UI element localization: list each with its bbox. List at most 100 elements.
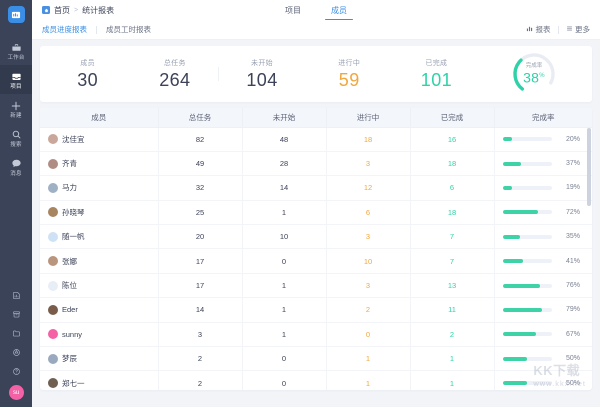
- sidebar-report-icon-button[interactable]: [0, 287, 32, 306]
- cell-not-started: 28: [242, 151, 327, 177]
- col-rate[interactable]: 完成率: [494, 108, 592, 128]
- rate-cell: 37%: [495, 160, 593, 167]
- table-row[interactable]: 沈佳宜 82 48 18 16 20%: [40, 127, 592, 152]
- cell-in-progress: 10: [326, 248, 411, 274]
- cell-in-progress: 3: [326, 224, 411, 250]
- table-row[interactable]: 马力 32 14 12 6 19%: [40, 175, 593, 201]
- cell-member: 齐青: [40, 151, 159, 177]
- col-member[interactable]: 成员: [40, 108, 159, 128]
- table-row[interactable]: 齐青 49 28 3 18 37%: [40, 151, 593, 177]
- member-cell: 齐青: [40, 158, 158, 169]
- member-name: sunny: [62, 329, 83, 339]
- stat-label: 成员: [80, 60, 95, 67]
- breadcrumb-current: 统计报表: [82, 5, 115, 15]
- cell-total: 82: [158, 127, 243, 152]
- cell-rate: 35%: [494, 224, 593, 250]
- cell-in-progress: 1: [326, 346, 411, 372]
- member-cell: 随一帆: [40, 231, 158, 242]
- member-avatar: [48, 134, 58, 145]
- cell-rate: 50%: [494, 370, 592, 390]
- cell-completed: 18: [410, 151, 495, 177]
- cell-member: Eder: [40, 297, 159, 323]
- left-sidebar: 工作台 项目 新建 搜索 消息: [0, 0, 32, 407]
- cell-not-started: 1: [242, 297, 327, 323]
- progress-bar: [502, 210, 552, 215]
- table-row[interactable]: 张娜 17 0 10 7 41%: [40, 248, 593, 274]
- subtab-member-hours-report[interactable]: 成员工时报表: [106, 24, 151, 34]
- table-scrollbar[interactable]: [587, 128, 591, 388]
- tab-member[interactable]: 成员: [325, 0, 353, 20]
- table-row[interactable]: 孙晓琴 25 1 6 18 72%: [40, 200, 592, 226]
- more-action-label: 更多: [575, 25, 590, 34]
- sidebar-item-new[interactable]: 新建: [0, 94, 32, 123]
- col-completed[interactable]: 已完成: [410, 108, 495, 128]
- cell-completed: 1: [410, 370, 495, 390]
- sidebar-gift-icon-button[interactable]: [0, 344, 32, 363]
- sidebar-item-workbench[interactable]: 工作台: [0, 36, 32, 65]
- rate-cell: 19%: [495, 184, 593, 191]
- sidebar-item-label: 搜索: [10, 142, 22, 148]
- stats-card: 成员 30 总任务 264 未开始 104 进行中 59 已完成 101: [40, 46, 592, 102]
- cell-member: 沈佳宜: [40, 127, 159, 152]
- rate-cell: 35%: [495, 233, 593, 240]
- table-row[interactable]: 郑七一 2 0 1 1 50%: [40, 370, 592, 390]
- scrollbar-thumb[interactable]: [587, 128, 591, 206]
- stat-label: 已完成: [425, 60, 448, 67]
- sidebar-help-icon-button[interactable]: [0, 363, 32, 382]
- col-total[interactable]: 总任务: [158, 108, 243, 128]
- col-in-progress[interactable]: 进行中: [326, 108, 411, 128]
- table-row[interactable]: 陈位 17 1 3 13 76%: [40, 273, 592, 299]
- message-icon: [11, 157, 22, 170]
- col-not-started[interactable]: 未开始: [242, 108, 327, 128]
- cell-rate: 37%: [494, 151, 593, 177]
- sub-tabs: 成员进度报表 成员工时报表: [42, 25, 160, 35]
- progress-bar: [502, 283, 552, 288]
- sidebar-item-message[interactable]: 消息: [0, 152, 32, 181]
- more-action-button[interactable]: 更多: [566, 24, 590, 35]
- cell-member: 孙晓琴: [40, 200, 159, 226]
- sidebar-item-project[interactable]: 项目: [0, 65, 32, 94]
- rate-percent: 20%: [565, 135, 580, 143]
- stat-members: 成员 30: [44, 58, 131, 90]
- report-action-button[interactable]: 报表: [526, 24, 551, 35]
- member-name: 孙晓琴: [62, 207, 85, 217]
- table-row[interactable]: 梦辰 2 0 1 1 50%: [40, 346, 592, 372]
- main-area: 首页 > 统计报表 项目 成员 成员进度报表 成员工时报表 报: [32, 0, 600, 407]
- app-logo-icon[interactable]: [7, 6, 25, 23]
- rate-percent: 41%: [565, 257, 580, 265]
- sidebar-item-label: 工作台: [7, 55, 25, 61]
- report-action-label: 报表: [535, 25, 551, 34]
- breadcrumb-separator: >: [74, 6, 79, 14]
- gift-icon: [12, 348, 21, 359]
- progress-bar: [502, 381, 552, 386]
- member-avatar: [48, 353, 58, 364]
- cell-member: 梦辰: [40, 346, 159, 372]
- subtab-member-progress-report[interactable]: 成员进度报表: [42, 24, 87, 34]
- tab-project[interactable]: 项目: [285, 5, 301, 15]
- sub-bar: 成员进度报表 成员工时报表 报表 更多: [32, 20, 600, 40]
- cell-in-progress: 18: [326, 127, 411, 152]
- table-row[interactable]: 随一帆 20 10 3 7 35%: [40, 224, 593, 250]
- avatar[interactable]: su: [8, 385, 24, 400]
- sidebar-archive-icon-button[interactable]: [0, 306, 32, 325]
- help-icon: [12, 367, 21, 378]
- sidebar-item-search[interactable]: 搜索: [0, 123, 32, 152]
- progress-bar: [502, 307, 552, 312]
- breadcrumb-home[interactable]: 首页: [54, 5, 70, 15]
- stat-value: 101: [420, 70, 453, 90]
- progress-bar: [502, 137, 552, 142]
- cell-completed: 6: [410, 175, 495, 201]
- member-avatar: [48, 304, 58, 315]
- subtab-divider: [96, 25, 97, 34]
- cell-rate: 76%: [494, 273, 592, 299]
- sidebar-folder-icon-button[interactable]: [0, 325, 32, 344]
- table-body: 沈佳宜 82 48 18 16 20% 齐青 49 28 3 18 37% 马力 32 14 12 6 19% 孙晓…: [40, 127, 592, 390]
- table-row[interactable]: Eder 14 1 2 11 79%: [40, 297, 592, 323]
- cell-rate: 20%: [494, 127, 592, 152]
- avatar-initials: su: [13, 389, 19, 396]
- table-row[interactable]: sunny 3 1 0 2 67%: [40, 322, 592, 348]
- member-cell: 沈佳宜: [40, 134, 158, 145]
- stat-total-tasks: 总任务 264: [131, 58, 218, 90]
- cell-not-started: 1: [242, 322, 327, 348]
- rate-cell: 41%: [495, 258, 593, 265]
